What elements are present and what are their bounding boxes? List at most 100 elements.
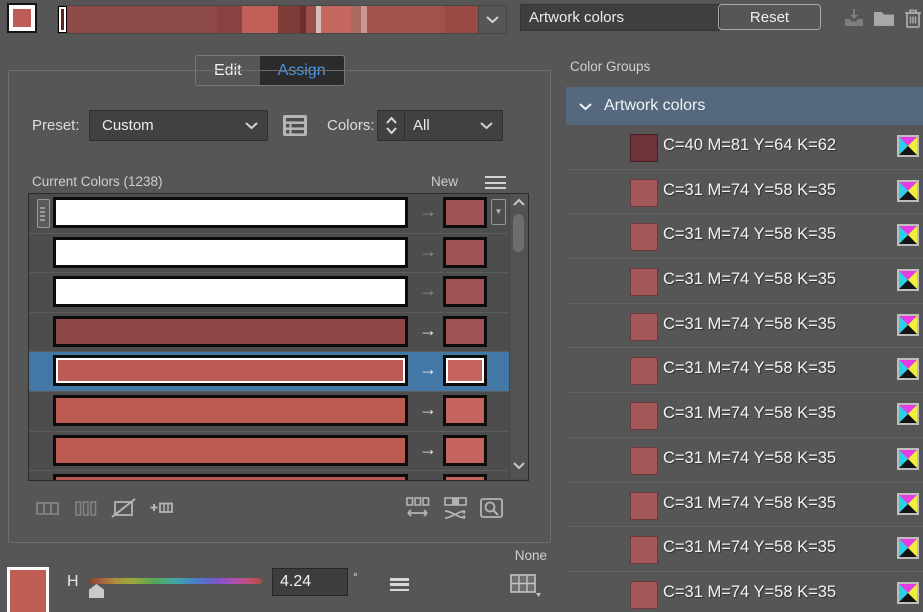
color-group-row[interactable]: C=31 M=74 Y=58 K=35 [566,572,923,612]
color-group-row[interactable]: C=31 M=74 Y=58 K=35 [566,170,923,215]
scroll-up-icon[interactable] [512,198,526,206]
new-color-swatch[interactable] [443,394,487,426]
colorbar-segment[interactable] [444,6,479,33]
colorbar-segment[interactable] [305,6,316,33]
current-color-row[interactable]: → [29,313,509,353]
colorbar-segment[interactable] [277,6,300,33]
colorbar-segment[interactable] [217,6,243,33]
color-mode-grid-icon[interactable] [509,572,541,598]
cmyk-mode-icon[interactable] [897,358,919,381]
current-color-row[interactable]: → [29,234,509,274]
current-color-row[interactable]: → [29,273,509,313]
merge-colors-icon[interactable] [34,495,61,522]
current-color-row[interactable]: → [29,352,509,392]
color-group-row[interactable]: C=31 M=74 Y=58 K=35 [566,393,923,438]
colors-count-dropdown[interactable]: All [377,110,503,141]
current-color-bar[interactable] [53,355,408,387]
color-group-row[interactable]: C=31 M=74 Y=58 K=35 [566,438,923,483]
color-group-row[interactable]: C=31 M=74 Y=58 K=35 [566,527,923,572]
current-colors-menu-icon[interactable] [485,176,506,189]
color-swatch [630,402,658,431]
color-swatch [630,312,658,341]
scrollbar-thumb[interactable] [513,214,524,252]
current-color-bar[interactable] [53,394,408,426]
hue-slider-track[interactable] [88,578,262,584]
current-color-bar[interactable] [53,197,408,228]
color-reduction-options-button[interactable] [281,113,308,138]
colors-count-stepper[interactable] [378,111,405,140]
new-color-swatch[interactable] [443,197,487,228]
cmyk-mode-icon[interactable] [897,403,919,426]
exclude-colors-icon[interactable] [110,495,137,522]
separate-colors-icon[interactable] [72,495,99,522]
scroll-down-icon[interactable] [512,462,526,470]
cmyk-mode-icon[interactable] [897,269,919,292]
chevron-down-icon[interactable] [579,102,592,111]
colorbar-segment[interactable] [350,6,361,33]
colorbar-segment[interactable] [299,6,306,33]
preset-dropdown[interactable]: Custom [89,110,268,141]
color-group-row[interactable]: C=40 M=81 Y=64 K=62 [566,125,923,170]
color-spectrum-bar[interactable] [58,6,479,33]
color-group-row[interactable]: C=31 M=74 Y=58 K=35 [566,214,923,260]
new-color-swatch[interactable] [443,236,487,268]
new-row-icon[interactable] [148,495,175,522]
current-color-bar[interactable] [53,276,408,308]
scrollbar[interactable] [509,194,528,478]
new-color-swatch[interactable] [443,276,487,308]
new-color-options-chevron[interactable]: ▼ [491,199,506,225]
current-color-row[interactable]: → ▼ [29,194,509,234]
selected-color-preview-swatch[interactable] [7,567,49,612]
colorbar-segment[interactable] [360,6,367,33]
new-color-swatch[interactable] [443,355,487,387]
reorder-colors-icon[interactable] [404,495,431,522]
cmyk-mode-icon[interactable] [897,537,919,560]
hue-value-input[interactable] [272,568,348,596]
new-color-swatch[interactable] [443,315,487,347]
randomize-colors-icon[interactable] [442,495,469,522]
colorbar-selected-segment[interactable] [58,6,68,33]
cmyk-mode-icon[interactable] [897,135,919,157]
color-group-row[interactable]: C=31 M=74 Y=58 K=35 [566,304,923,349]
new-color-swatch[interactable] [443,434,487,466]
color-spectrum-combo [57,5,507,34]
color-spectrum-dropdown-button[interactable] [478,6,506,33]
cmyk-mode-icon[interactable] [897,179,919,202]
hue-slider-handle[interactable] [89,584,104,598]
current-color-row[interactable]: → [29,392,509,432]
folder-icon[interactable] [872,7,896,31]
chevron-down-icon [245,121,267,130]
colorbar-segment[interactable] [67,6,218,33]
current-color-bar[interactable] [53,474,408,480]
color-cmyk-label: C=31 M=74 Y=58 K=35 [663,448,837,467]
trash-icon[interactable] [901,7,923,31]
save-color-group-icon[interactable] [842,7,866,31]
color-group-row[interactable]: C=31 M=74 Y=58 K=35 [566,348,923,394]
new-color-swatch[interactable] [443,474,487,480]
current-color-bar[interactable] [53,315,408,347]
find-color-icon[interactable] [478,495,505,522]
cmyk-mode-icon[interactable] [897,224,919,247]
colorbar-segment[interactable] [366,6,445,33]
colorbar-segment[interactable] [242,6,278,33]
current-color-row[interactable]: → [29,471,509,480]
color-cmyk-label: C=31 M=74 Y=58 K=35 [663,314,837,333]
current-color-bar[interactable] [53,434,408,466]
reset-button[interactable]: Reset [718,4,821,30]
cmyk-mode-icon[interactable] [897,492,919,515]
current-color-bar[interactable] [53,236,408,268]
slider-mode-menu-icon[interactable] [390,578,409,591]
color-group-name-input[interactable] [520,4,720,31]
color-group-row[interactable]: C=31 M=74 Y=58 K=35 [566,259,923,304]
cmyk-mode-icon[interactable] [897,313,919,336]
color-cmyk-label: C=31 M=74 Y=58 K=35 [663,493,837,512]
active-color-swatch[interactable] [7,3,37,33]
cmyk-mode-icon[interactable] [897,581,919,604]
color-group-header[interactable]: Artwork colors [566,87,923,125]
colorbar-segment[interactable] [315,6,321,33]
color-group-row[interactable]: C=31 M=74 Y=58 K=35 [566,483,923,528]
cmyk-mode-icon[interactable] [897,447,919,470]
row-drag-grip-icon[interactable] [37,199,50,228]
current-color-row[interactable]: → [29,432,509,472]
colorbar-segment[interactable] [320,6,351,33]
